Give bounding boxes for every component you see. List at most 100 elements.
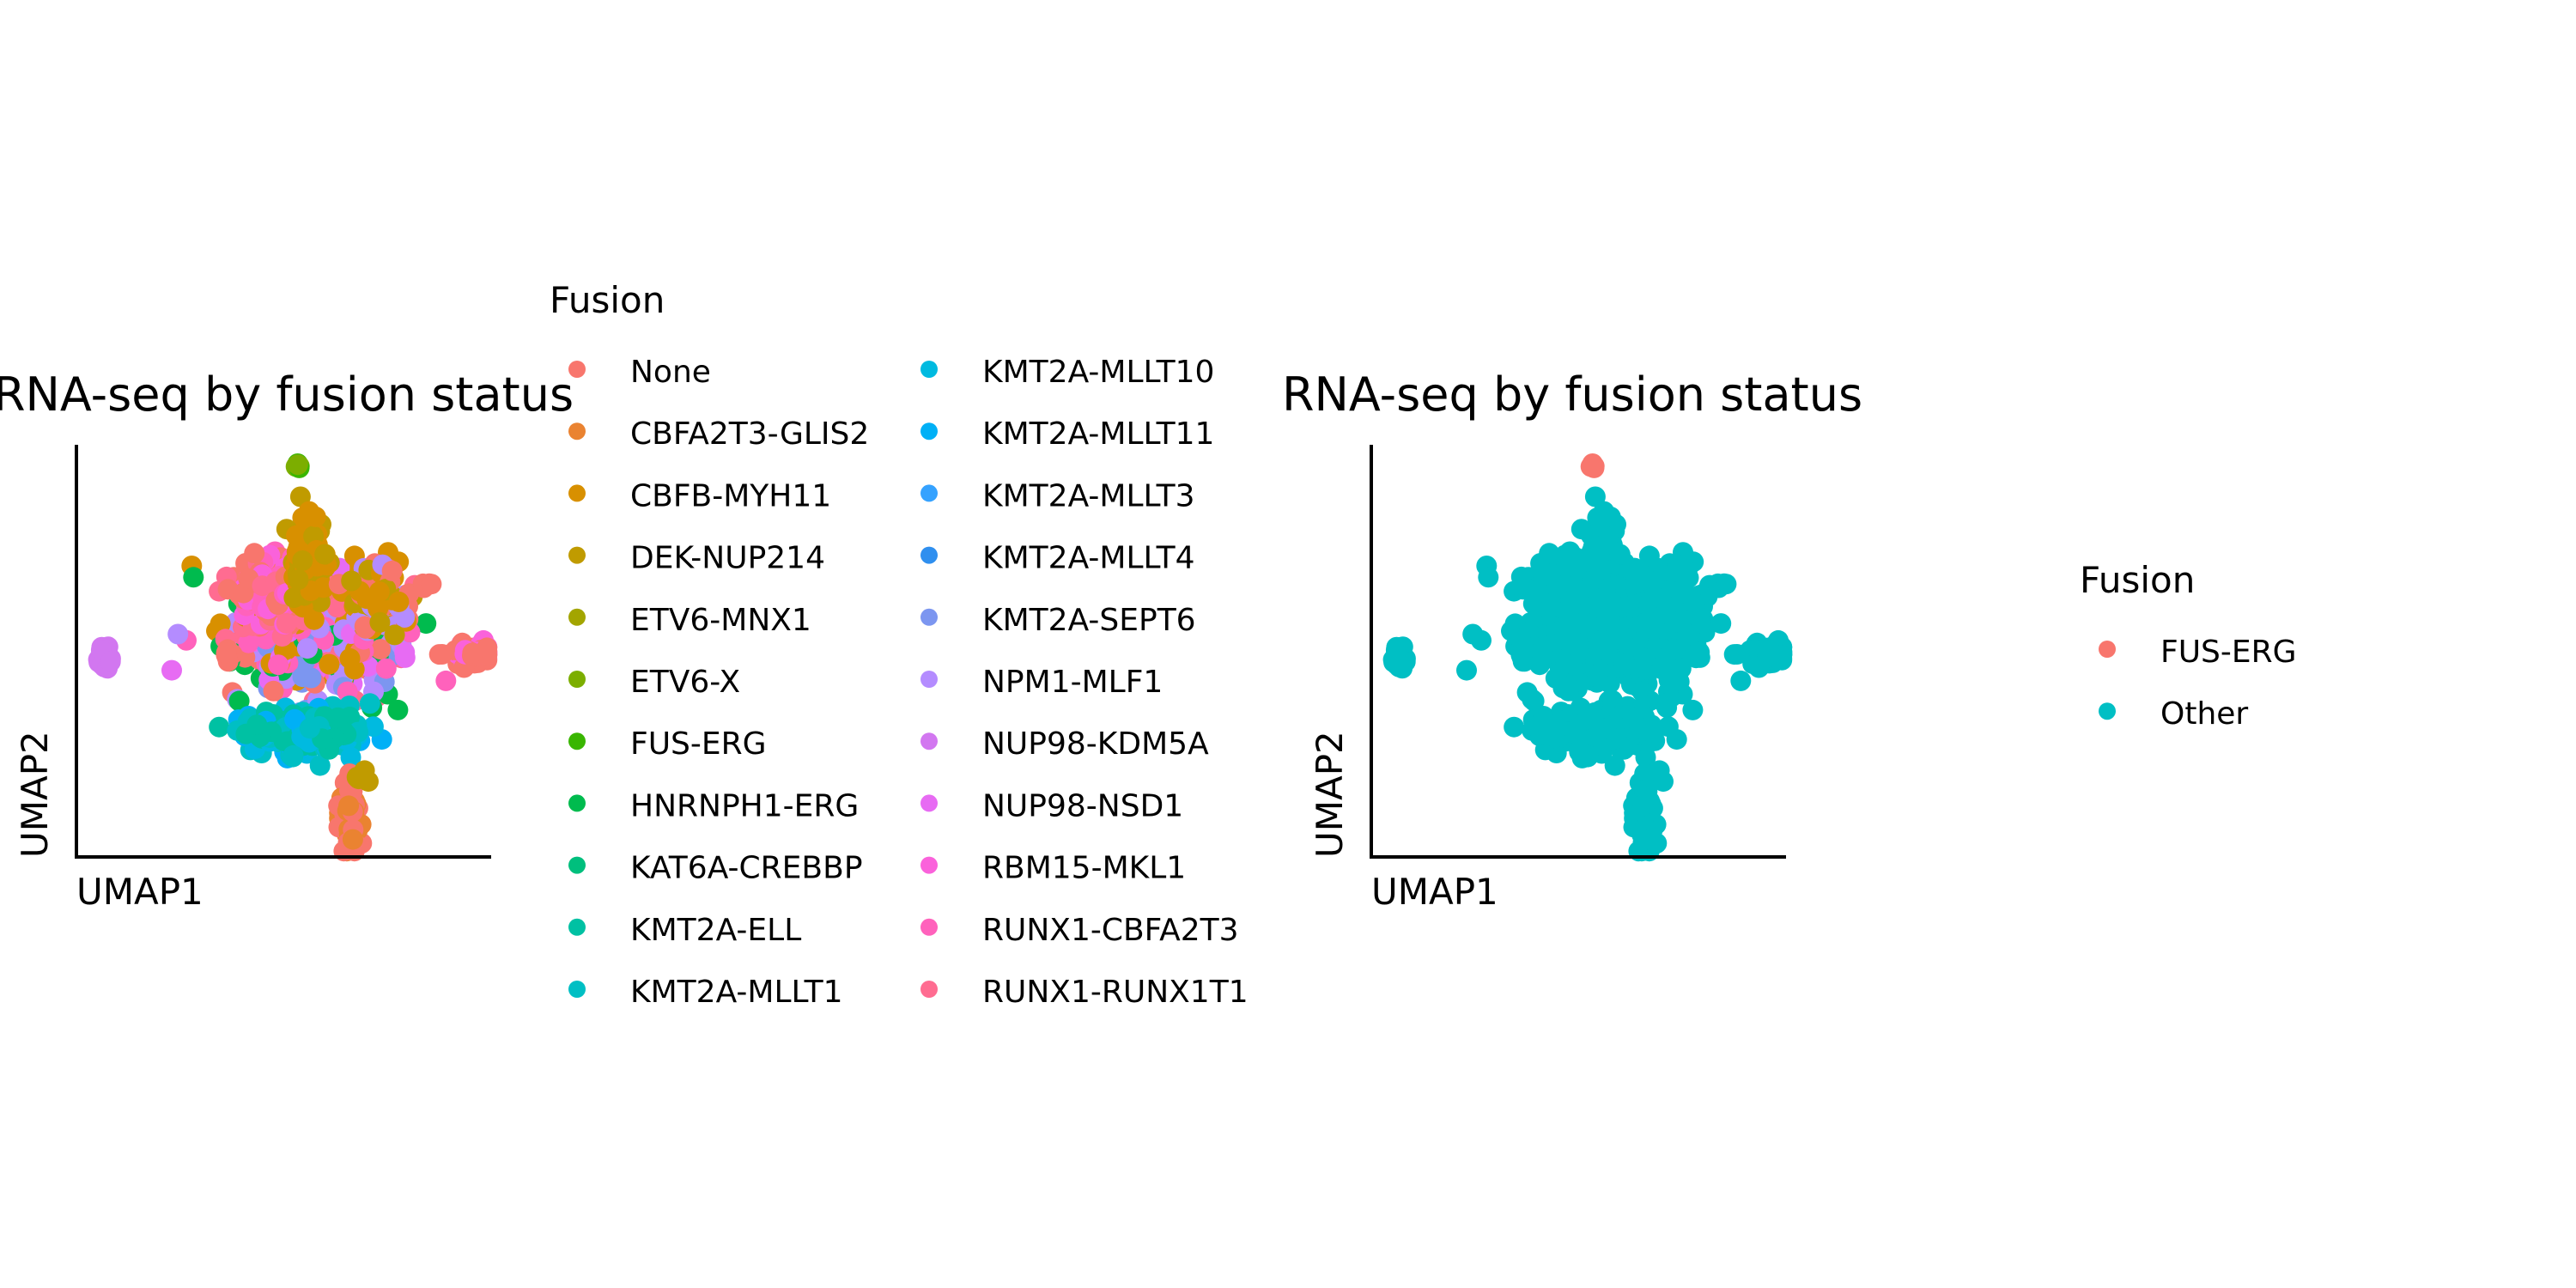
legend-label-etv6-x: ETV6-X — [630, 665, 740, 700]
scatter-point — [305, 506, 326, 527]
legend-label-rbm15-mkl1: RBM15-MKL1 — [982, 851, 1186, 886]
scatter-point — [287, 454, 308, 476]
scatter-point — [340, 747, 361, 768]
scatter-point — [1682, 699, 1704, 720]
scatter-point — [1716, 574, 1737, 595]
scatter-point — [100, 651, 121, 672]
scatter-point — [1563, 654, 1584, 676]
scatter-point — [209, 716, 230, 738]
scatter-point — [292, 666, 313, 688]
scatter-point — [1571, 612, 1592, 634]
legend-label-fus-erg: FUS-ERG — [630, 726, 767, 762]
scatter-point — [387, 699, 409, 720]
legend-key-kmt2a-mllt11 — [920, 422, 938, 440]
panel-1-x-axis-label: UMAP1 — [76, 871, 204, 913]
scatter-point — [1504, 716, 1525, 738]
legend-label-hnrnph1-erg: HNRNPH1-ERG — [630, 788, 859, 823]
scatter-point — [1676, 560, 1698, 581]
scatter-point — [296, 638, 318, 659]
scatter-point — [299, 718, 320, 739]
scatter-point — [319, 653, 340, 675]
legend-key-fus-erg — [568, 732, 586, 750]
legend-key-cbfb-myh11 — [568, 484, 586, 502]
legend-key-npm1-mlf1 — [920, 671, 938, 688]
scatter-point — [394, 641, 416, 663]
legend-key-fus-erg — [2099, 641, 2116, 658]
legend-key-kmt2a-ell — [568, 918, 586, 936]
scatter-point — [1587, 666, 1608, 688]
scatter-point — [1653, 771, 1674, 793]
legend-key-kmt2a-mllt3 — [920, 484, 938, 502]
scatter-point — [244, 543, 265, 564]
legend-key-cbfa2t3-glis2 — [568, 422, 586, 440]
panel-2-legend-title: Fusion — [2080, 559, 2195, 601]
scatter-point — [309, 755, 331, 776]
scatter-point — [1583, 569, 1604, 590]
scatter-point — [217, 579, 239, 600]
legend-label-npm1-mlf1: NPM1-MLF1 — [982, 665, 1163, 700]
scatter-point — [1558, 680, 1579, 702]
scatter-point — [388, 591, 410, 612]
legend-key-rbm15-mkl1 — [920, 856, 938, 874]
panel-1-points — [88, 453, 498, 862]
legend-label-kmt2a-mllt1: KMT2A-MLLT1 — [630, 975, 843, 1010]
scatter-point — [1651, 588, 1673, 610]
scatter-point — [369, 611, 391, 633]
scatter-point — [1730, 670, 1752, 691]
scatter-point — [1689, 607, 1710, 628]
legend-label-kmt2a-mllt10: KMT2A-MLLT10 — [982, 355, 1214, 390]
scatter-point — [1512, 579, 1534, 600]
panel-2-x-axis-label: UMAP1 — [1371, 871, 1498, 913]
scatter-point — [1757, 642, 1778, 664]
scatter-point — [1710, 613, 1732, 635]
scatter-point — [1633, 795, 1655, 817]
scatter-point — [462, 642, 483, 664]
legend-label-runx1-cbfa2t3: RUNX1-CBFA2T3 — [982, 913, 1239, 948]
legend-key-kmt2a-mllt10 — [920, 361, 938, 378]
legend-label-kat6a-crebbp: KAT6A-CREBBP — [630, 851, 863, 886]
scatter-point — [359, 693, 380, 714]
scatter-point — [435, 670, 457, 691]
panel-2-y-axis-label: UMAP2 — [1309, 731, 1351, 858]
scatter-point — [292, 550, 313, 571]
scatter-point — [1683, 591, 1704, 612]
scatter-point — [1587, 550, 1608, 571]
scatter-point — [1462, 623, 1484, 645]
scatter-point — [358, 771, 379, 793]
legend-key-dek-nup214 — [568, 546, 586, 564]
scatter-point — [216, 642, 237, 664]
scatter-point — [228, 690, 250, 712]
scatter-point — [394, 607, 416, 628]
panel-1-legend-title: Fusion — [550, 279, 665, 321]
scatter-point — [327, 707, 349, 728]
panel-1-legend: Fusion None CBFA2T3-GLIS2 CBFB-MYH11 DEK-NU… — [550, 279, 1249, 1010]
scatter-point — [1664, 611, 1686, 633]
scatter-point — [1613, 653, 1635, 675]
panel-1-title: RNA-seq by fusion status — [0, 368, 574, 422]
scatter-point — [1689, 641, 1710, 663]
scatter-point — [1541, 714, 1563, 736]
scatter-point — [276, 612, 297, 634]
scatter-point — [384, 624, 405, 646]
legend-key-etv6-mnx1 — [568, 608, 586, 626]
panel-2-legend: Fusion FUS-ERG Other — [2080, 559, 2297, 732]
scatter-point — [342, 829, 363, 850]
legend-key-kat6a-crebbp — [568, 856, 586, 874]
legend-key-kmt2a-mllt4 — [920, 546, 938, 564]
scatter-point — [1600, 506, 1621, 527]
scatter-point — [1636, 570, 1657, 592]
scatter-point — [1670, 658, 1692, 679]
legend-key-runx1-runx1t1 — [920, 981, 938, 998]
scatter-point — [246, 714, 268, 736]
scatter-point — [284, 708, 306, 730]
scatter-point — [1665, 639, 1686, 660]
scatter-point — [1609, 544, 1631, 565]
legend-key-nup98-nsd1 — [920, 794, 938, 812]
legend-label-dek-nup214: DEK-NUP214 — [630, 541, 825, 576]
scatter-point — [381, 560, 403, 581]
legend-label-cbfb-myh11: CBFB-MYH11 — [630, 478, 831, 513]
scatter-point — [1679, 624, 1700, 646]
scatter-point — [338, 795, 360, 817]
